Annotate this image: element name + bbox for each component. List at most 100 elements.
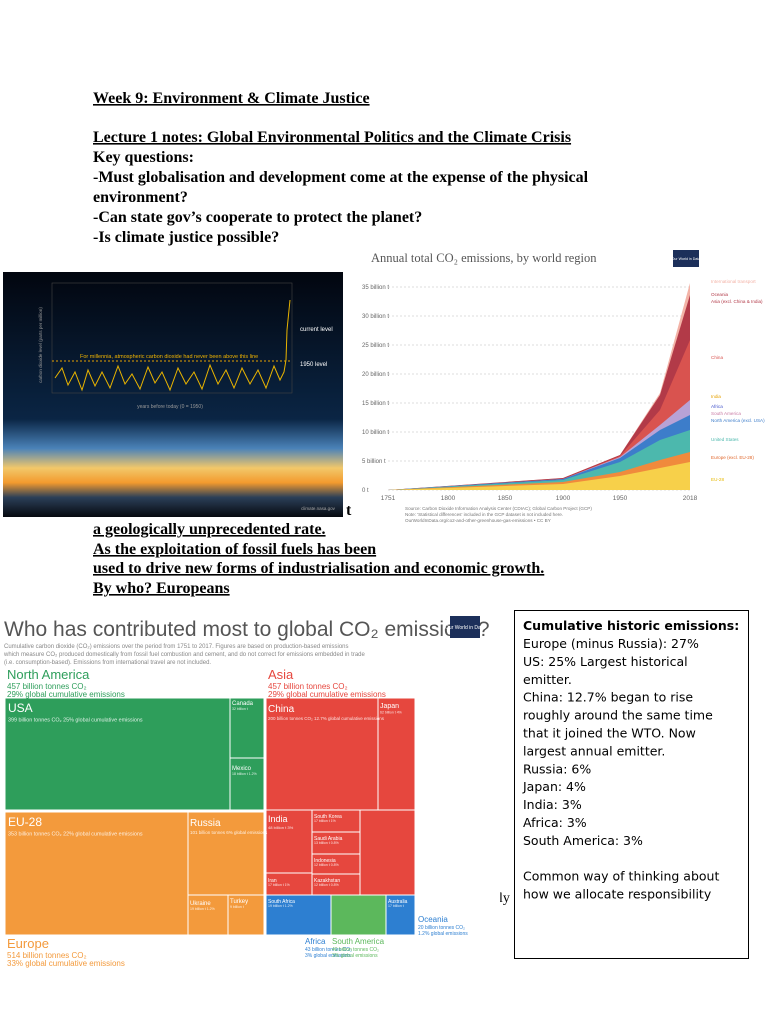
region-share: 1.2% global emissions <box>418 931 468 937</box>
legend-label: South America <box>711 411 741 416</box>
tile <box>227 894 265 936</box>
country-name: Australia <box>388 899 408 905</box>
source-line: Note: 'Statistical differences' included… <box>405 512 563 517</box>
figure-title: Annual total CO₂ emissions, by world reg… <box>371 251 597 265</box>
region-name: Europe <box>7 936 49 951</box>
notes-line: Europe (minus Russia): 27% <box>523 636 699 651</box>
region-name: North America <box>7 667 90 682</box>
region-share: 3% global emissions <box>305 953 351 959</box>
country-name: Indonesia <box>314 858 336 864</box>
country-name: Iran <box>268 878 277 884</box>
y-label: 30 billion t <box>362 314 389 320</box>
tile <box>4 811 189 936</box>
notes-line: China: 12.7% began to rise <box>523 690 693 705</box>
annotation: For millennia, atmospheric carbon dioxid… <box>80 354 258 360</box>
body-line: a geologically unprecedented rate. <box>93 521 326 538</box>
region-share: 29% global cumulative emissions <box>7 690 125 699</box>
emissions-by-region-image: Annual total CO₂ emissions, by world reg… <box>360 245 765 523</box>
logo <box>450 616 480 638</box>
logo <box>673 250 699 267</box>
title: Week 9: Environment & Climate Justice <box>93 90 370 107</box>
tile <box>265 697 379 811</box>
country-detail: 32 billion t <box>232 707 248 711</box>
country-name: China <box>268 704 295 715</box>
notes-line: US: 25% Largest historical <box>523 654 688 669</box>
figure-title: Who has contributed most to global CO₂ e… <box>4 618 490 641</box>
tile <box>330 894 387 936</box>
legend-label: International transport <box>711 279 756 284</box>
region-share: 3% global emissions <box>332 953 378 959</box>
text-fragment: t <box>346 502 352 519</box>
notes-title: Cumulative historic emissions: <box>523 618 739 633</box>
notes-line: South America: 3% <box>523 833 643 848</box>
notes-line: India: 3% <box>523 797 582 812</box>
country-name: South Africa <box>268 899 295 905</box>
logo-text: Our World in Data <box>672 257 701 261</box>
region-amount: 40 billion tonnes CO₂ <box>332 947 379 953</box>
x-label: years before today (0 = 1950) <box>137 404 203 410</box>
region-name: South America <box>332 937 385 946</box>
annotation: current level <box>300 327 333 333</box>
legend-label: Europe (excl. EU-28) <box>711 455 754 460</box>
country-detail: 12 billion t 0.8% <box>314 863 339 867</box>
question-line: environment? <box>93 189 188 206</box>
country-detail: 101 billion tonnes 6% global emissions <box>190 830 268 835</box>
country-detail: 62 billion t 4% <box>380 711 402 715</box>
tile <box>359 809 416 896</box>
country-name: South Korea <box>314 814 342 820</box>
y-label: 10 billion t <box>362 430 389 436</box>
y-label: 0 t <box>362 488 369 494</box>
country-name: Mexico <box>232 766 252 772</box>
legend-label: Oceania <box>711 292 729 297</box>
country-detail: 353 billion tonnes CO₂ 22% global cumula… <box>8 832 143 838</box>
subtitle-line: (i.e. consumption-based). Emissions from… <box>4 660 211 666</box>
region-name: Oceania <box>418 915 448 924</box>
legend-label: Africa <box>711 404 723 409</box>
legend-label: India <box>711 394 721 399</box>
notes-line: that it joined the WTO. Now <box>523 726 696 741</box>
tile <box>229 697 265 759</box>
region-amount: 457 billion tonnes CO₂ <box>7 682 87 691</box>
y-label: 20 billion t <box>362 372 389 378</box>
question-line: -Can state gov’s cooperate to protect th… <box>93 209 422 226</box>
country-detail: 18 billion t 1.2% <box>232 772 257 776</box>
source-line: OurWorldInData.org/co2-and-other-greenho… <box>405 518 551 523</box>
notes-line: Common way of thinking about <box>523 869 719 884</box>
lecture-title: Lecture 1 notes: Global Environmental Po… <box>93 129 571 146</box>
country-name: Japan <box>380 703 399 710</box>
country-name: Saudi Arabia <box>314 836 343 842</box>
notes-line: Russia: 6% <box>523 761 591 776</box>
legend-label: North America (excl. USA) <box>711 418 765 423</box>
country-detail: 200 billion tonnes CO₂ 12.7% global cumu… <box>268 716 385 721</box>
legend-label: China <box>711 355 723 360</box>
country-detail: 48 billion t 3% <box>268 825 294 830</box>
legend-label: United States <box>711 437 739 442</box>
subtitle-line: Cumulative carbon dioxide (CO₂) emission… <box>4 644 349 650</box>
country-detail: 19 billion t 1.2% <box>190 907 215 911</box>
tile <box>4 697 231 811</box>
country-name: Ukraine <box>190 901 211 907</box>
co2-curve <box>54 329 288 392</box>
y-label: carbon dioxide level (parts per million) <box>38 307 43 383</box>
co2-spike <box>286 299 291 331</box>
country-name: Russia <box>190 818 221 829</box>
questions-heading: Key questions: <box>93 149 194 166</box>
question-line: -Is climate justice possible? <box>93 229 279 246</box>
tile <box>377 697 416 811</box>
x-label: 1950 <box>613 495 628 502</box>
notes-line: Japan: 4% <box>522 779 586 794</box>
region-amount: 20 billion tonnes CO₂ <box>418 925 465 931</box>
x-label: 2018 <box>683 495 698 502</box>
country-detail: 12 billion t 0.8% <box>314 883 339 887</box>
notes-line: roughly around the same time <box>523 708 713 723</box>
credit: climate.nasa.gov <box>301 506 336 511</box>
x-label: 1800 <box>441 495 456 502</box>
country-name: Kazakhstan <box>314 878 340 884</box>
y-label: 25 billion t <box>362 343 389 349</box>
country-name: Canada <box>232 701 254 707</box>
y-label: 15 billion t <box>362 401 389 407</box>
notes-line: emitter. <box>523 672 572 687</box>
x-label: 1900 <box>556 495 571 502</box>
